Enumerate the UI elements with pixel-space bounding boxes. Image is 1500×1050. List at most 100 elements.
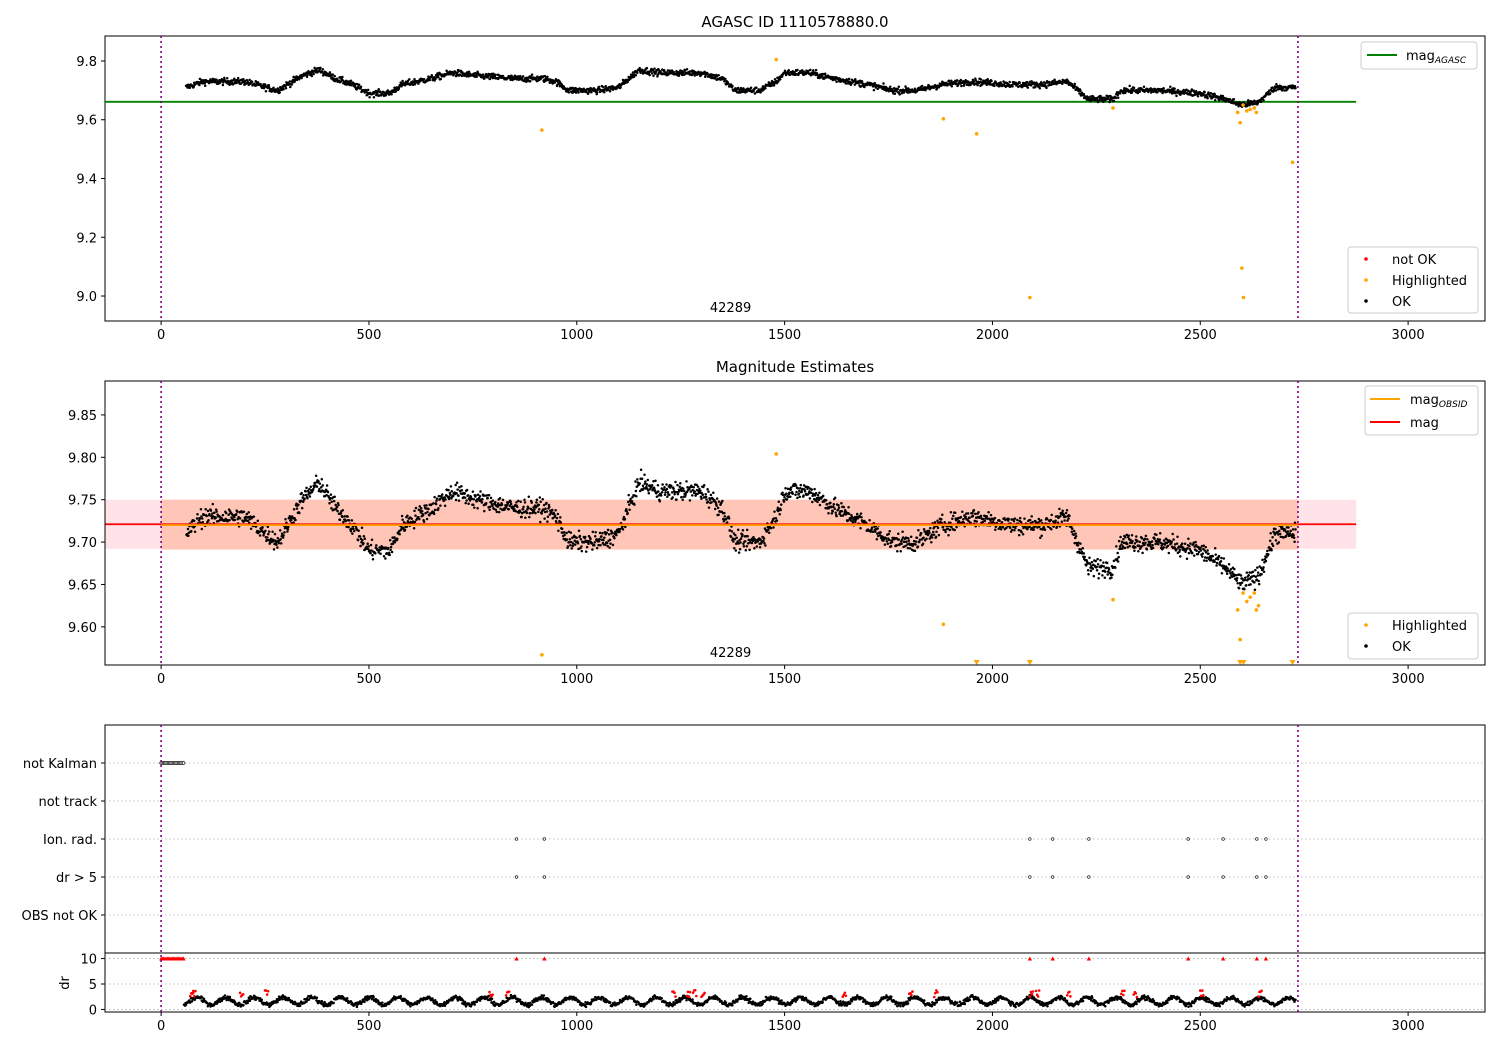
ok-point xyxy=(540,512,543,515)
flag-point xyxy=(1255,837,1259,841)
ok-point xyxy=(374,552,377,555)
ok-point xyxy=(1194,540,1197,544)
ok-point xyxy=(905,87,908,90)
ok-point xyxy=(1141,551,1144,555)
ok-point xyxy=(629,497,632,501)
ok-point xyxy=(734,533,737,537)
ok-point xyxy=(833,496,837,500)
ok-point xyxy=(1089,99,1093,103)
ok-point xyxy=(713,507,717,511)
ok-point xyxy=(1293,540,1296,543)
ok-point xyxy=(1262,98,1265,102)
ok-point xyxy=(875,537,879,541)
ok-point xyxy=(1074,532,1077,535)
ok-point xyxy=(832,503,836,506)
ok-point xyxy=(1008,80,1011,84)
ok-point xyxy=(201,517,204,520)
ok-point xyxy=(560,527,564,531)
ok-point xyxy=(613,537,616,540)
ok-point xyxy=(774,517,778,520)
ok-point xyxy=(888,85,892,88)
highlighted-point xyxy=(1241,591,1245,595)
ok-point xyxy=(422,520,426,524)
ok-point xyxy=(1196,94,1200,98)
ok-point xyxy=(673,490,677,494)
ok-point xyxy=(360,526,364,530)
ok-point xyxy=(975,520,978,523)
ok-point xyxy=(695,483,698,487)
ok-point xyxy=(1256,574,1260,577)
ok-point xyxy=(581,90,585,93)
ok-point xyxy=(559,516,562,519)
ok-point xyxy=(798,495,802,498)
ok-point xyxy=(393,536,396,539)
ok-point xyxy=(370,549,373,552)
ok-point xyxy=(966,512,970,515)
ok-point xyxy=(318,487,321,491)
ok-point xyxy=(342,520,345,524)
ok-point xyxy=(1133,542,1137,545)
ok-point xyxy=(211,502,215,506)
ok-point xyxy=(643,473,646,477)
ok-point xyxy=(634,480,637,483)
ok-point xyxy=(1232,98,1236,101)
ok-point xyxy=(437,76,440,79)
ok-point xyxy=(496,502,500,505)
flag-point xyxy=(1186,875,1190,879)
ok-point xyxy=(205,514,208,518)
ok-point xyxy=(1278,529,1281,533)
ok-point xyxy=(1120,543,1123,546)
ok-point xyxy=(284,86,288,90)
ok-point xyxy=(630,499,634,503)
ok-point xyxy=(213,511,216,515)
ok-point xyxy=(750,541,754,545)
ok-point xyxy=(777,500,781,503)
ok-point xyxy=(192,85,195,89)
ok-point xyxy=(300,491,303,495)
ok-point xyxy=(455,481,459,484)
ok-point xyxy=(1201,552,1205,555)
legend-mag-label: mag xyxy=(1406,49,1435,64)
ok-point xyxy=(933,521,937,524)
ok-point xyxy=(449,485,453,488)
ok-point xyxy=(475,75,478,78)
ok-point xyxy=(545,510,549,513)
ok-point xyxy=(568,541,571,544)
ok-point xyxy=(281,536,285,539)
ok-point xyxy=(475,500,478,503)
ok-point xyxy=(943,520,946,524)
ok-point xyxy=(587,542,590,545)
ok-point xyxy=(524,516,527,519)
highlighted-point xyxy=(1241,103,1245,107)
ok-point xyxy=(1072,529,1076,533)
ok-point xyxy=(1291,528,1295,531)
x-tick-label: 1500 xyxy=(768,672,801,687)
ok-point xyxy=(715,497,719,500)
ok-point xyxy=(824,498,828,502)
ok-point xyxy=(962,79,965,83)
ok-point xyxy=(985,515,988,518)
ok-point xyxy=(292,508,296,511)
ok-point xyxy=(292,75,295,79)
ok-point xyxy=(628,508,631,511)
ok-point xyxy=(424,507,428,510)
ok-point xyxy=(221,83,225,87)
ok-point xyxy=(551,517,554,520)
ok-point xyxy=(823,72,827,75)
ok-point xyxy=(876,532,879,535)
ok-point xyxy=(821,494,825,498)
ok-point xyxy=(685,67,689,71)
ok-point xyxy=(300,499,303,503)
ok-point xyxy=(1209,92,1213,95)
ok-point xyxy=(1286,530,1290,533)
ok-point xyxy=(1244,576,1247,579)
ok-point xyxy=(870,526,874,529)
ok-point xyxy=(611,531,614,535)
ok-point xyxy=(974,512,977,516)
ok-point xyxy=(699,495,703,498)
ok-point xyxy=(418,505,422,508)
ok-point xyxy=(1020,530,1023,534)
ok-point xyxy=(1245,583,1248,587)
ok-point xyxy=(599,543,602,547)
ok-point xyxy=(427,507,430,511)
